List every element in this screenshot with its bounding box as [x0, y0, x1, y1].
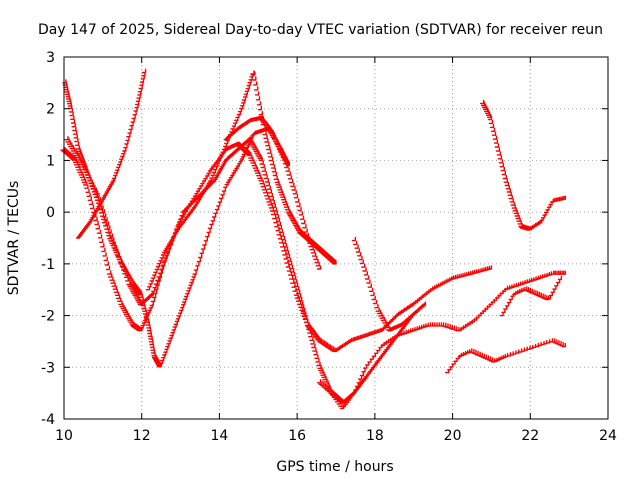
x-tick-label: 24	[599, 428, 617, 444]
chart-title: Day 147 of 2025, Sidereal Day-to-day VTE…	[38, 22, 603, 38]
x-axis-label: GPS time / hours	[276, 459, 393, 475]
x-tick-label: 14	[211, 428, 229, 444]
x-tick-label: 10	[55, 428, 73, 444]
series-track-h	[351, 236, 427, 332]
x-tick-label: 18	[366, 428, 384, 444]
y-tick-label: 0	[46, 205, 55, 221]
y-axis-label: SDTVAR / TECUs	[6, 181, 22, 296]
series-track-i	[445, 338, 567, 374]
series-track-a	[62, 79, 291, 368]
series-layer	[60, 68, 567, 410]
x-tick-label: 20	[444, 428, 462, 444]
y-tick-label: 3	[46, 50, 55, 66]
series-track-b	[60, 141, 493, 353]
y-tick-label: -1	[41, 257, 55, 273]
series-markers-track-e	[145, 70, 337, 291]
ticks	[63, 56, 609, 420]
series-markers-track-d	[75, 68, 147, 239]
series-track-j	[480, 99, 567, 231]
series-track-g	[316, 270, 567, 410]
x-tick-label: 16	[288, 428, 306, 444]
grid	[64, 57, 608, 419]
y-tick-label: -4	[41, 412, 55, 428]
series-markers-track-h	[351, 236, 427, 332]
series-markers-track-g	[316, 270, 567, 410]
y-tick-label: -3	[41, 360, 55, 376]
series-track-k	[499, 275, 563, 317]
series-markers-track-b	[60, 141, 493, 353]
series-markers-track-j	[480, 99, 567, 231]
y-tick-label: -2	[41, 309, 55, 325]
series-markers-track-a	[62, 79, 291, 368]
y-tick-label: 2	[46, 102, 55, 118]
series-track-f	[223, 115, 322, 270]
x-tick-label: 22	[521, 428, 539, 444]
series-track-d	[75, 68, 147, 239]
series-track-c	[64, 136, 415, 404]
y-tick-label: 1	[46, 153, 55, 169]
series-markers-track-f	[223, 115, 322, 270]
x-tick-label: 12	[133, 428, 151, 444]
series-track-e	[145, 70, 337, 291]
series-markers-track-i	[445, 338, 567, 374]
plot-frame	[63, 56, 609, 420]
series-markers-track-k	[499, 275, 563, 317]
series-markers-track-c	[64, 136, 415, 404]
